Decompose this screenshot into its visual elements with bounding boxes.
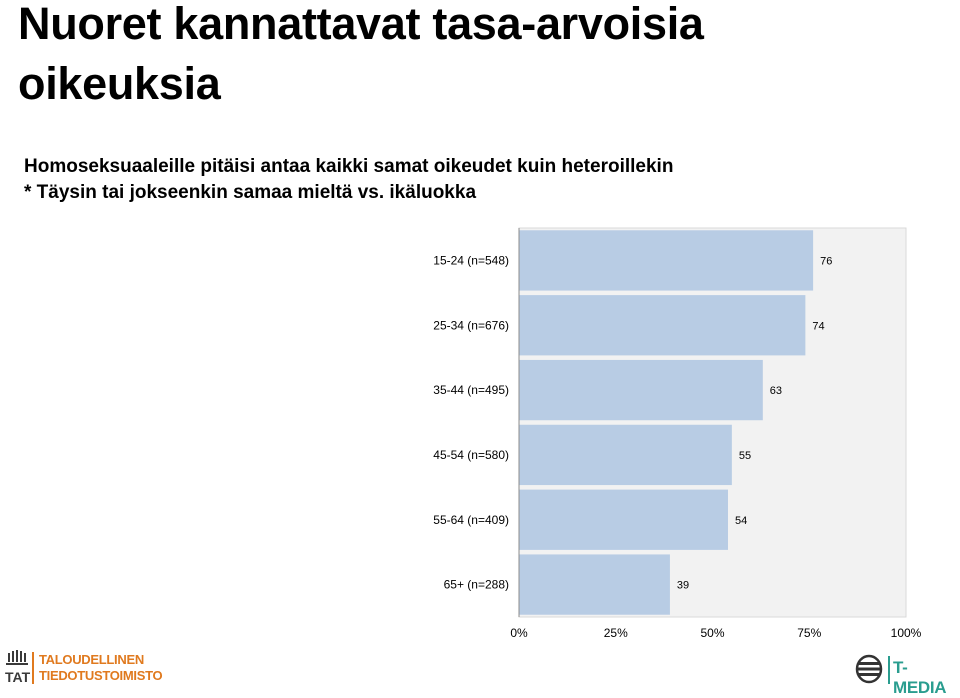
subtitle-line-1: Homoseksuaaleille pitäisi antaa kaikki s… (24, 156, 674, 177)
x-tick-label: 0% (510, 626, 528, 640)
tat-logo: TAT TALOUDELLINEN TIEDOTUSTOIMISTO (4, 650, 164, 686)
value-label: 55 (739, 450, 751, 462)
value-label: 54 (735, 515, 747, 527)
value-label: 76 (820, 255, 832, 267)
t-media-logo: T-MEDIA (855, 654, 960, 697)
x-tick-label: 75% (797, 626, 821, 640)
bar (519, 424, 732, 486)
category-label: 45-54 (n=580) (433, 448, 509, 462)
tat-logo-divider (32, 652, 34, 684)
x-tick-label: 25% (604, 626, 628, 640)
category-label: 35-44 (n=495) (433, 383, 509, 397)
value-label: 39 (677, 580, 689, 592)
t-media-name: T-MEDIA (893, 658, 947, 697)
tat-name-line-1: TALOUDELLINEN (39, 652, 144, 667)
bar (519, 359, 763, 421)
value-label: 63 (770, 385, 782, 397)
bar (519, 489, 728, 550)
subtitle-line-2: * Täysin tai jokseenkin samaa mieltä vs.… (24, 182, 477, 203)
page-title: Nuoret kannattavat tasa-arvoisia oikeuks… (18, 0, 704, 109)
x-tick-label: 50% (700, 626, 724, 640)
value-label: 74 (812, 320, 824, 332)
t-media-divider (888, 656, 890, 684)
category-label: 65+ (n=288) (444, 578, 509, 592)
tat-abbrev: TAT (5, 669, 31, 685)
category-label: 15-24 (n=548) (433, 253, 509, 267)
globe-icon (855, 654, 883, 684)
bar (519, 230, 814, 291)
tat-logo-icon (6, 650, 28, 665)
category-label: 55-64 (n=409) (433, 513, 509, 527)
x-tick-label: 100% (891, 626, 922, 640)
category-label: 25-34 (n=676) (433, 318, 509, 332)
bar (519, 295, 806, 356)
tat-name-line-2: TIEDOTUSTOIMISTO (39, 668, 163, 683)
bar (519, 554, 670, 615)
chart-subtitle: Homoseksuaaleille pitäisi antaa kaikki s… (24, 154, 924, 206)
